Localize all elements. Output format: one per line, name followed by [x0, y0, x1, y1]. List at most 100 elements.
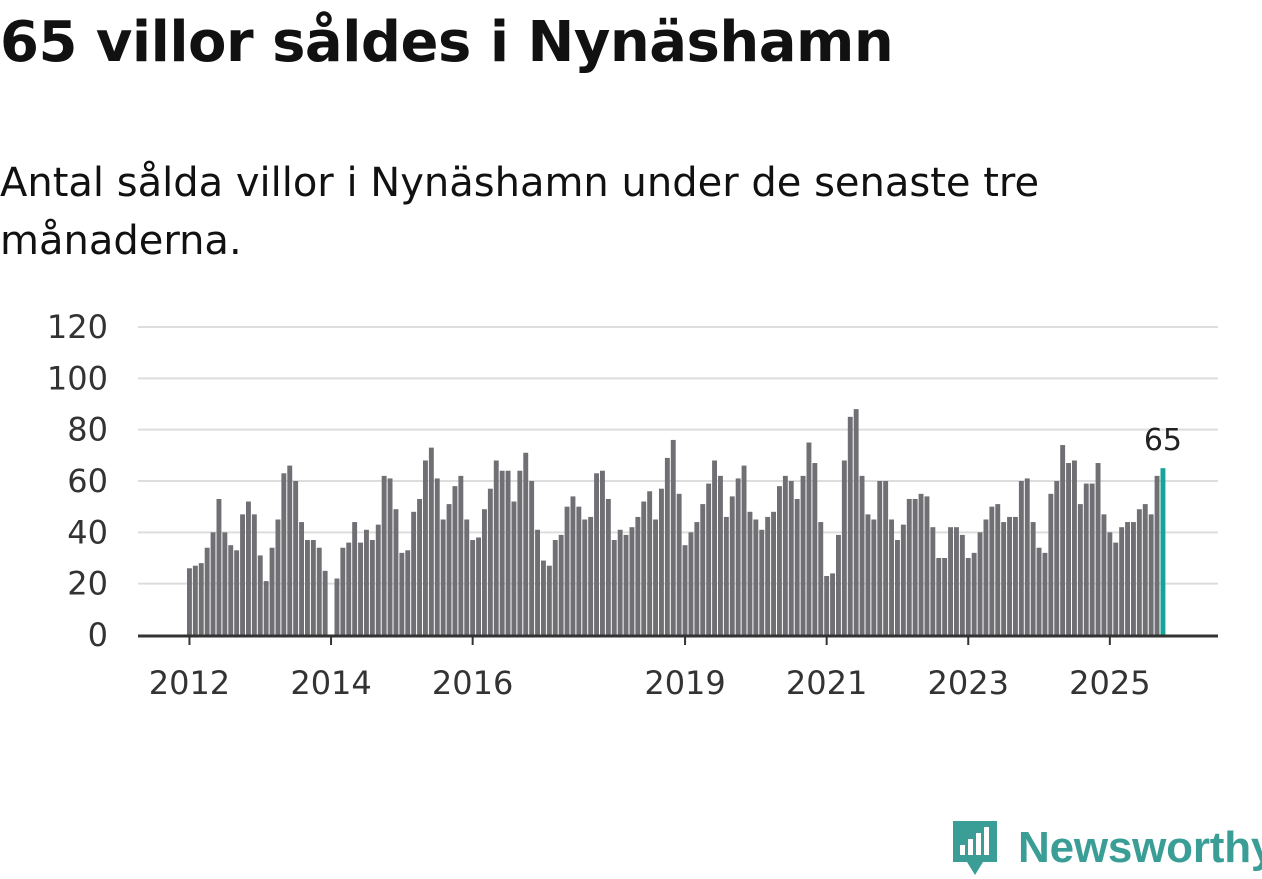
bar — [246, 501, 251, 635]
bar — [387, 478, 393, 635]
x-tick-label: 2016 — [432, 664, 513, 702]
bar — [293, 481, 299, 635]
bar — [841, 460, 847, 635]
bar — [611, 540, 617, 635]
bar — [853, 409, 859, 635]
bar — [759, 529, 765, 635]
bar — [629, 527, 635, 635]
bar — [906, 498, 912, 635]
bar — [464, 519, 470, 635]
bar — [900, 524, 906, 635]
bar — [446, 504, 452, 635]
y-tick-label: 40 — [67, 513, 108, 551]
bar — [582, 519, 588, 635]
x-tick-label: 2025 — [1069, 664, 1150, 702]
bar — [393, 509, 399, 635]
bar — [670, 439, 676, 635]
bar — [222, 532, 228, 635]
bar — [824, 575, 830, 635]
bar — [322, 570, 328, 635]
bar — [1077, 504, 1083, 635]
bar — [1107, 532, 1113, 635]
bar — [895, 540, 900, 635]
bar — [1048, 493, 1054, 635]
bar — [682, 545, 688, 635]
bar — [1036, 547, 1042, 635]
bar — [1066, 463, 1071, 635]
bar — [310, 540, 316, 635]
bar — [299, 522, 304, 635]
bar — [995, 504, 1001, 635]
bar — [240, 514, 245, 635]
bar — [381, 475, 387, 635]
y-tick-label: 60 — [67, 462, 108, 500]
bar — [859, 475, 865, 635]
bar — [334, 578, 340, 635]
bar — [470, 540, 476, 635]
bar — [959, 534, 965, 635]
bar — [883, 481, 889, 635]
bar — [1131, 522, 1136, 635]
bar — [216, 498, 222, 635]
bar — [541, 560, 546, 635]
bar — [564, 506, 570, 635]
bar — [428, 447, 434, 635]
bar — [287, 465, 293, 635]
bar — [1136, 509, 1142, 635]
y-tick-label: 120 — [47, 308, 108, 346]
bar — [1054, 481, 1060, 635]
bar — [924, 496, 930, 635]
bar — [865, 514, 871, 635]
bar — [1148, 514, 1154, 635]
bar — [653, 519, 658, 635]
bar — [1089, 483, 1095, 635]
bar — [641, 501, 647, 635]
bar — [340, 547, 346, 635]
bar — [782, 475, 788, 635]
bar — [517, 470, 523, 635]
y-axis-ticks: 0 20 40 60 80 100 120 — [47, 308, 108, 654]
brand-name: Newsworthy — [1018, 823, 1262, 872]
bar — [316, 547, 322, 635]
bar-chart: 0 20 40 60 80 100 120 2012 2014 2016 2019 2021 2023… — [47, 308, 1218, 702]
bar — [676, 493, 682, 635]
bar — [257, 555, 263, 635]
bar — [729, 496, 735, 635]
bar — [352, 522, 358, 635]
bar — [505, 470, 511, 635]
bar — [936, 558, 942, 635]
bar — [983, 519, 989, 635]
bar — [1042, 552, 1048, 635]
bar — [753, 519, 759, 635]
x-tick-label: 2019 — [644, 664, 725, 702]
bar — [493, 460, 499, 635]
y-tick-label: 100 — [47, 359, 108, 397]
bar — [812, 463, 818, 635]
bar — [718, 475, 723, 635]
bar — [954, 527, 959, 635]
bar — [600, 470, 605, 635]
y-tick-label: 80 — [67, 411, 108, 449]
bar — [889, 519, 894, 635]
bar — [1072, 460, 1077, 635]
bar — [794, 498, 800, 635]
bar — [210, 532, 216, 635]
bar-chart-icon — [953, 821, 997, 875]
bar — [647, 491, 653, 635]
bar — [594, 473, 599, 635]
bar — [741, 465, 747, 635]
bar — [358, 542, 363, 635]
bar — [1154, 475, 1160, 635]
bar — [192, 565, 198, 635]
bar — [788, 481, 794, 635]
bar — [281, 473, 287, 635]
latest-value-label: 65 — [1144, 423, 1182, 458]
bar — [535, 529, 540, 635]
bar — [1113, 542, 1119, 635]
bar — [198, 563, 204, 635]
bar — [275, 519, 281, 635]
bar — [417, 498, 422, 635]
bar — [588, 516, 594, 635]
bar — [228, 545, 234, 635]
bar — [965, 558, 971, 635]
